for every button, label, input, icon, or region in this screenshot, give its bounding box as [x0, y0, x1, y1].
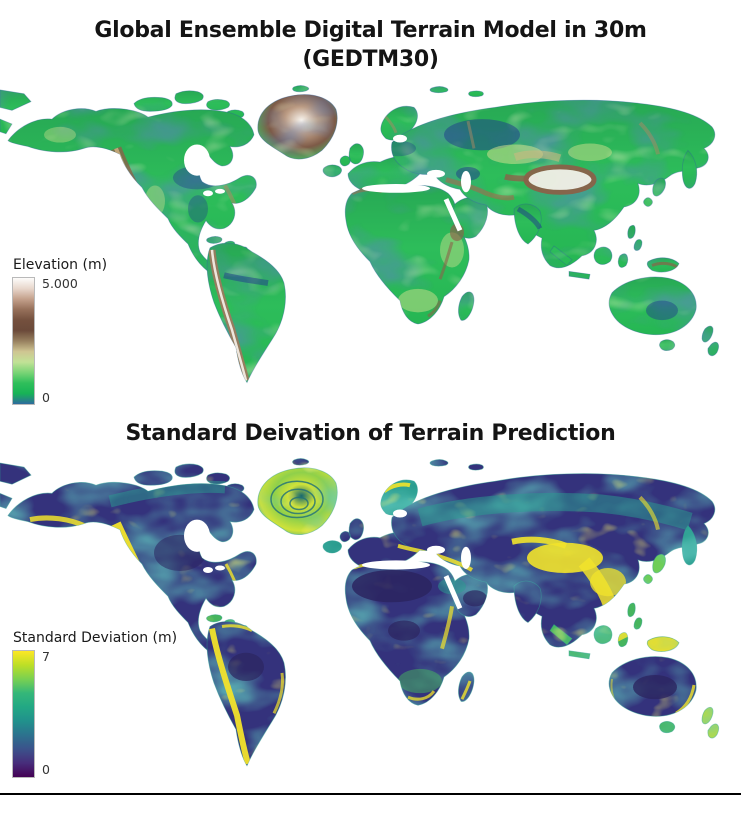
stddev-legend: Standard Deviation (m) 7 0: [12, 630, 177, 778]
stddev-min-label: 0: [42, 762, 50, 778]
elevation-texture: [0, 85, 719, 383]
elevation-legend-title: Elevation (m): [13, 257, 108, 274]
map1-title-line1: Global Ensemble Digital Terrain Model in…: [94, 18, 647, 43]
map1-title-line2: (GEDTM30): [302, 47, 439, 73]
elevation-min-label: 0: [42, 389, 50, 405]
inland-water: [146, 134, 500, 236]
figure: Global Ensemble Digital Terrain Model in…: [0, 16, 741, 819]
bottom-rule: [0, 792, 741, 795]
landmass-arctic-islands-ru: [291, 457, 485, 471]
landmass-arctic-islands-ru: [292, 85, 484, 98]
inland-water: [146, 509, 500, 614]
map2-title: Standard Deivation of Terrain Prediction: [125, 421, 616, 447]
elevation-legend: Elevation (m) 5.000 0: [12, 257, 108, 406]
stddev-map-panel: Standard Deviation (m) 7 0: [0, 457, 741, 790]
stddev-legend-title: Standard Deviation (m): [13, 629, 178, 646]
elevation-map-panel: Elevation (m) 5.000 0: [0, 84, 741, 406]
map1-title: Global Ensemble Digital Terrain Model in…: [28, 16, 713, 74]
stddev-max-label: 7: [42, 648, 50, 664]
elevation-colorbar: [12, 277, 35, 406]
elevation-max-label: 5.000: [42, 276, 78, 292]
world-map-elevation: [0, 85, 720, 384]
stddev-colorbar: [12, 649, 35, 778]
world-map-stddev: [0, 457, 720, 766]
